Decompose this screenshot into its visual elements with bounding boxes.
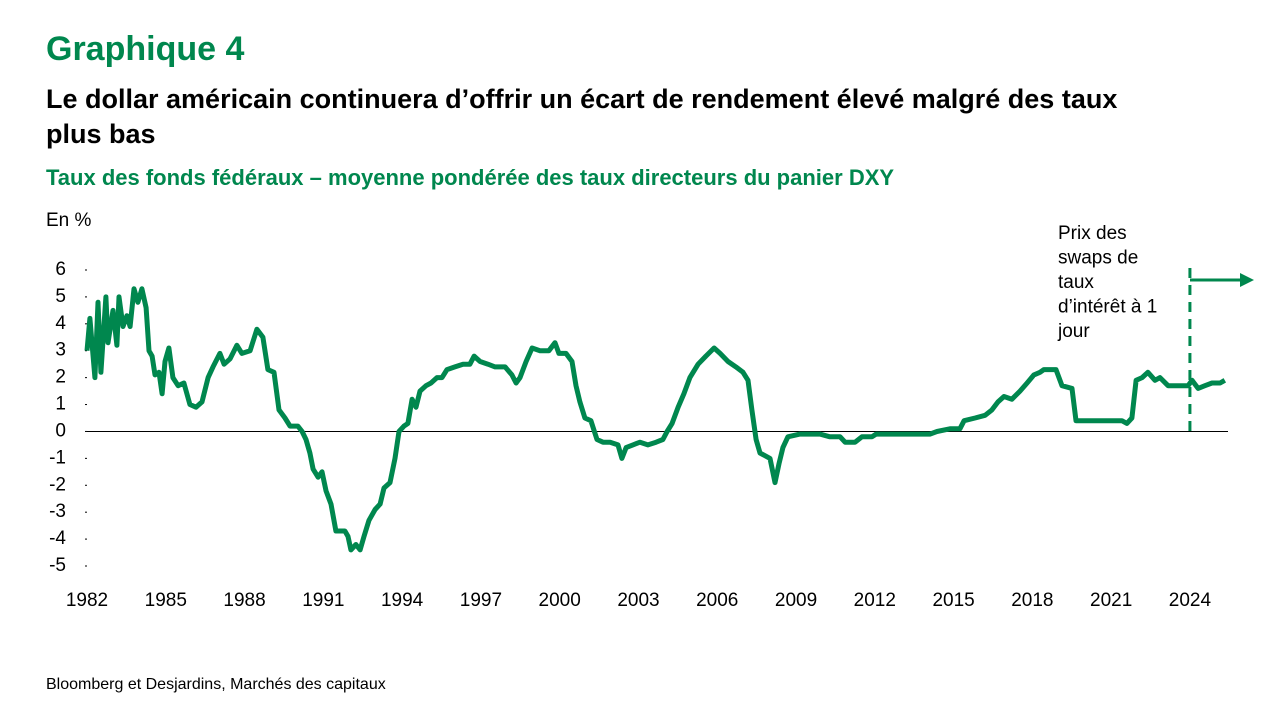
x-tick-label: 2015 [932, 590, 974, 611]
x-tick-label: 2018 [1011, 590, 1053, 611]
subtitle: Taux des fonds fédéraux – moyenne pondér… [46, 165, 895, 190]
x-tick-label: 1997 [460, 590, 502, 611]
y-tick-label: 5 [55, 286, 66, 307]
x-tick-label: 1982 [66, 590, 108, 611]
annotation: Prix des [1058, 223, 1127, 244]
annotation: swaps de [1058, 248, 1138, 269]
y-tick-label: 6 [55, 259, 66, 280]
x-tick-label: 1985 [145, 590, 187, 611]
x-tick-label: 2003 [617, 590, 659, 611]
source: Bloomberg et Desjardins, Marchés des cap… [46, 676, 386, 693]
y-axis-label: En % [46, 210, 92, 231]
x-tick-label: 2012 [854, 590, 896, 611]
y-tick-label: -5 [49, 555, 66, 576]
x-tick-label: 2006 [696, 590, 738, 611]
y-tick-label: 2 [55, 367, 66, 388]
x-tick-label: 2009 [775, 590, 817, 611]
y-tick-label: 0 [55, 420, 66, 441]
y-tick-label: -4 [49, 528, 66, 549]
x-tick-label: 2000 [539, 590, 581, 611]
data-line [84, 286, 1227, 553]
y-tick-label: -2 [49, 474, 66, 495]
x-tick-label: 2024 [1169, 590, 1212, 611]
y-tick-label: -3 [49, 501, 66, 522]
x-tick-label: 2021 [1090, 590, 1132, 611]
annotation: d’intérêt à 1 [1058, 297, 1157, 318]
y-tick-label: -1 [49, 447, 66, 468]
annotation: jour [1057, 321, 1090, 342]
x-tick-label: 1988 [223, 590, 265, 611]
x-tick-label: 1991 [302, 590, 344, 611]
x-tick-label: 1994 [381, 590, 424, 611]
y-tick-label: 1 [55, 394, 66, 415]
y-tick-label: 4 [55, 313, 66, 334]
annotation: taux [1058, 272, 1094, 293]
header: Graphique 4 [46, 30, 245, 68]
chart-title: Le dollar américain continuera d’offrir … [46, 84, 1118, 149]
y-tick-label: 3 [55, 340, 66, 361]
arrow-head [1240, 273, 1254, 287]
